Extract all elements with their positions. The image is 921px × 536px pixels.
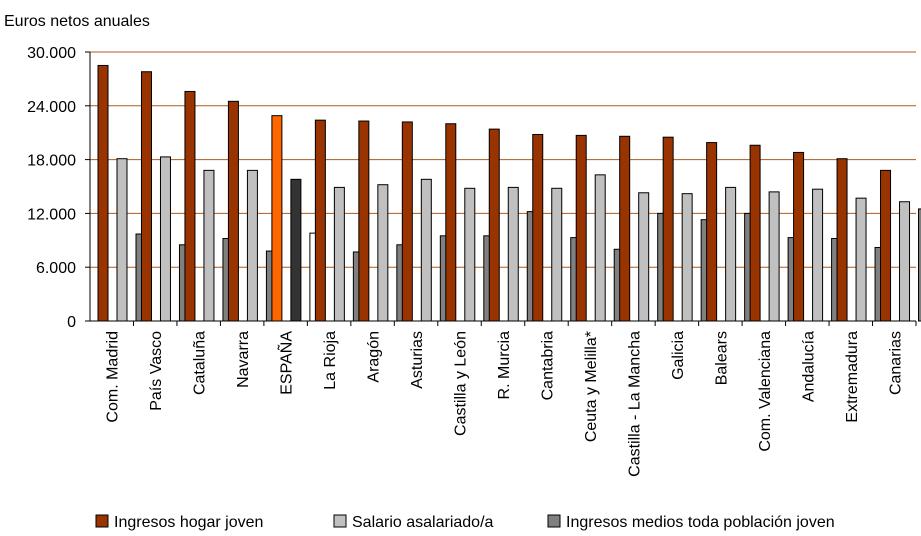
bar-1 [271,115,283,322]
bar-1 [227,100,239,322]
bar-3 [918,208,921,322]
category-label: Com. Madrid [105,331,122,423]
bar-1 [880,169,892,322]
bar-2 [290,178,302,322]
category-label: Canarias [887,331,904,395]
category-label: Aragón [366,331,383,383]
legend-swatch [547,514,561,528]
category-label: Castilla y León [453,331,470,436]
bar-1 [706,142,718,322]
y-tick-label: 24.000 [27,99,76,116]
y-tick-label: 0 [67,314,76,331]
category-label: Cantabria [539,331,556,400]
bar-1 [401,121,413,322]
category-label: Navarra [235,331,252,388]
legend-label: Ingresos medios toda población joven [566,514,835,531]
category-label: País Vasco [148,331,165,411]
axes [85,51,917,326]
category-label: Galicia [670,331,687,380]
bar-1 [140,71,152,322]
bar-2 [420,178,432,322]
category-labels: Com. Madrid País Vasco Cataluña Navarra ESPA… [105,331,905,477]
legend-label: Ingresos hogar joven [114,514,263,531]
bar-2 [551,187,563,322]
legend-swatch [333,514,347,528]
y-tick-label: 30.000 [27,45,76,62]
legend-swatch [95,514,109,528]
bar-2 [725,186,737,322]
y-tick-label: 6.000 [36,260,76,277]
bar-2 [899,201,911,322]
bar-2 [507,186,519,322]
bar-1 [749,144,761,322]
category-label: Castilla - La Mancha [626,331,643,477]
bar-1 [836,158,848,322]
category-label: Com. Valenciana [757,331,774,452]
bar-1 [793,151,805,322]
bar-2 [333,186,345,322]
bar-1 [662,136,674,322]
bar-1 [619,135,631,322]
bar-1 [314,119,326,322]
y-tick-label: 12.000 [27,206,76,223]
legend: Ingresos hogar joven Salario asalariado/a… [95,514,835,531]
bar-2 [638,192,650,322]
bar-1 [184,90,196,322]
category-label: Cataluña [192,331,209,395]
bar-2 [377,184,389,322]
legend-label: Salario asalariado/a [352,514,494,531]
bar-2 [116,158,128,322]
bar-2 [246,169,258,322]
category-label: Extremadura [844,331,861,423]
bar-2 [464,187,476,322]
bar-1 [445,123,457,322]
bar-2 [812,188,824,322]
category-label: Ceuta y Melilla* [583,331,600,442]
category-label: ESPAÑA [276,331,296,395]
category-label: Asturias [409,331,426,389]
bar-1 [358,120,370,322]
bar-2 [855,197,867,322]
bar-1 [575,134,587,322]
bar-1 [488,128,500,322]
category-label: Andalucía [800,331,817,402]
bar-2 [159,156,171,322]
bar-2 [681,193,693,322]
category-label: Balears [713,331,730,385]
bar-2 [768,191,780,322]
bar-1 [532,133,544,322]
y-axis-unit-label: Euros netos anuales [4,13,150,30]
category-label: R. Murcia [496,331,513,400]
bar-1 [97,64,109,322]
category-label: La Rioja [322,331,339,390]
bar-2 [594,174,606,322]
y-tick-label: 18.000 [27,153,76,170]
bar-2 [203,169,215,322]
y-tick-labels: 0 6.000 12.000 18.000 24.000 30.000 [27,45,76,331]
bars [97,64,921,322]
